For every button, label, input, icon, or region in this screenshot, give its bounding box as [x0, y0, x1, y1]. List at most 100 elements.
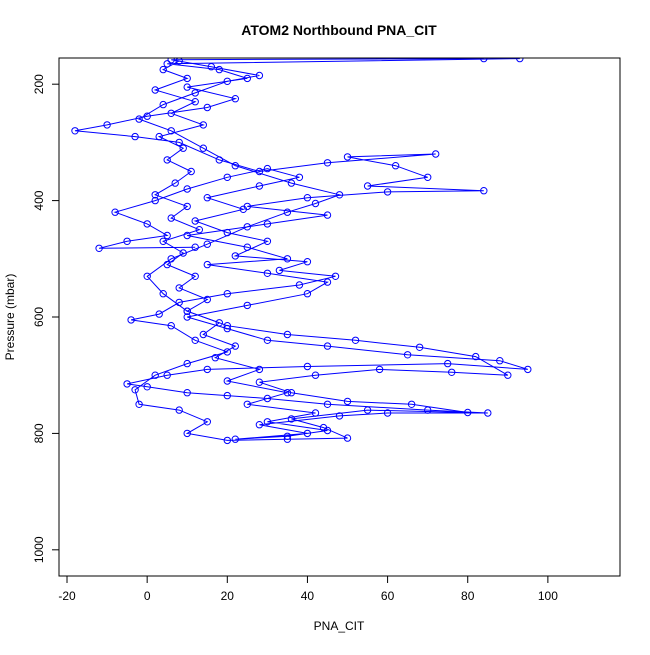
- data-point: [263, 394, 272, 403]
- data-point: [215, 65, 224, 74]
- data-point: [155, 132, 163, 141]
- data-point: [175, 298, 183, 307]
- data-point: [183, 389, 191, 397]
- data-point: [472, 352, 480, 361]
- data-marks: [71, 58, 532, 445]
- data-point: [203, 260, 212, 269]
- data-point: [191, 98, 199, 106]
- data-point: [163, 156, 171, 164]
- data-point: [203, 194, 212, 202]
- data-point: [383, 188, 392, 196]
- data-point: [183, 231, 191, 240]
- data-point: [303, 194, 312, 202]
- data-point: [363, 406, 372, 414]
- data-point: [223, 228, 232, 237]
- data-point: [283, 435, 292, 443]
- data-point: [159, 237, 167, 246]
- data-point: [123, 380, 131, 388]
- data-point: [143, 220, 151, 228]
- data-point: [319, 423, 328, 432]
- data-point: [255, 365, 264, 374]
- data-point: [163, 60, 171, 68]
- data-point: [444, 359, 452, 368]
- data-point: [484, 409, 492, 417]
- y-tick-label: 600: [32, 307, 46, 327]
- data-point: [391, 162, 400, 170]
- data-point: [231, 162, 240, 170]
- data-point: [303, 429, 312, 438]
- data-point: [283, 255, 292, 263]
- data-point: [231, 435, 240, 443]
- data-point: [131, 132, 139, 141]
- data-point: [167, 322, 175, 330]
- data-point: [143, 272, 151, 280]
- data-point: [183, 185, 191, 193]
- data-point: [223, 290, 232, 298]
- data-point: [323, 159, 332, 167]
- data-point: [311, 199, 320, 208]
- data-point: [343, 434, 352, 442]
- data-point: [403, 351, 412, 359]
- data-point: [135, 115, 143, 123]
- x-tick-label: 0: [144, 589, 151, 603]
- data-point: [151, 191, 159, 199]
- data-point: [524, 365, 532, 374]
- data-point: [223, 77, 232, 86]
- data-point: [335, 412, 344, 420]
- data-point: [263, 237, 272, 246]
- x-tick-label: 100: [538, 589, 558, 603]
- y-tick-label: 400: [32, 190, 46, 210]
- data-point: [496, 357, 504, 365]
- data-point: [203, 240, 212, 248]
- data-point: [95, 244, 103, 253]
- data-point: [223, 391, 232, 400]
- y-tick-label: 1000: [32, 536, 46, 563]
- data-point: [203, 295, 212, 304]
- data-point: [283, 330, 292, 339]
- data-point: [223, 322, 232, 330]
- data-point: [335, 191, 344, 199]
- data-point: [111, 208, 119, 216]
- data-point: [231, 95, 240, 103]
- data-point: [375, 365, 384, 374]
- data-point: [183, 359, 191, 368]
- series-2: [95, 58, 512, 445]
- data-point: [183, 307, 191, 315]
- data-point: [167, 127, 175, 135]
- x-tick-label: 40: [301, 589, 315, 603]
- data-point: [263, 220, 272, 228]
- data-point: [191, 272, 199, 280]
- x-tick-label: -20: [58, 589, 76, 603]
- data-point: [243, 301, 252, 310]
- data-point: [183, 83, 191, 91]
- data-point: [199, 121, 208, 129]
- y-tick-label: 200: [32, 74, 46, 94]
- data-point: [351, 336, 360, 344]
- data-point: [179, 144, 187, 152]
- data-point: [504, 371, 512, 379]
- data-point: [343, 397, 352, 406]
- data-point: [323, 342, 332, 350]
- data-point: [71, 127, 79, 135]
- data-point: [195, 226, 204, 234]
- data-point: [203, 103, 212, 112]
- data-point: [303, 258, 312, 266]
- data-point: [215, 319, 224, 327]
- data-point: [191, 217, 199, 225]
- data-point: [163, 231, 171, 240]
- chart-title: ATOM2 Northbound PNA_CIT: [241, 22, 437, 38]
- data-point: [199, 144, 208, 152]
- data-point: [135, 400, 143, 408]
- data-point: [263, 269, 272, 277]
- x-axis-label: PNA_CIT: [314, 619, 365, 633]
- data-point: [159, 290, 167, 298]
- data-point: [183, 202, 191, 211]
- x-tick-label: 80: [461, 589, 475, 603]
- data-point: [255, 182, 264, 190]
- data-point: [155, 310, 163, 318]
- data-point: [175, 284, 183, 292]
- series-line: [74, 58, 528, 440]
- data-point: [243, 223, 252, 231]
